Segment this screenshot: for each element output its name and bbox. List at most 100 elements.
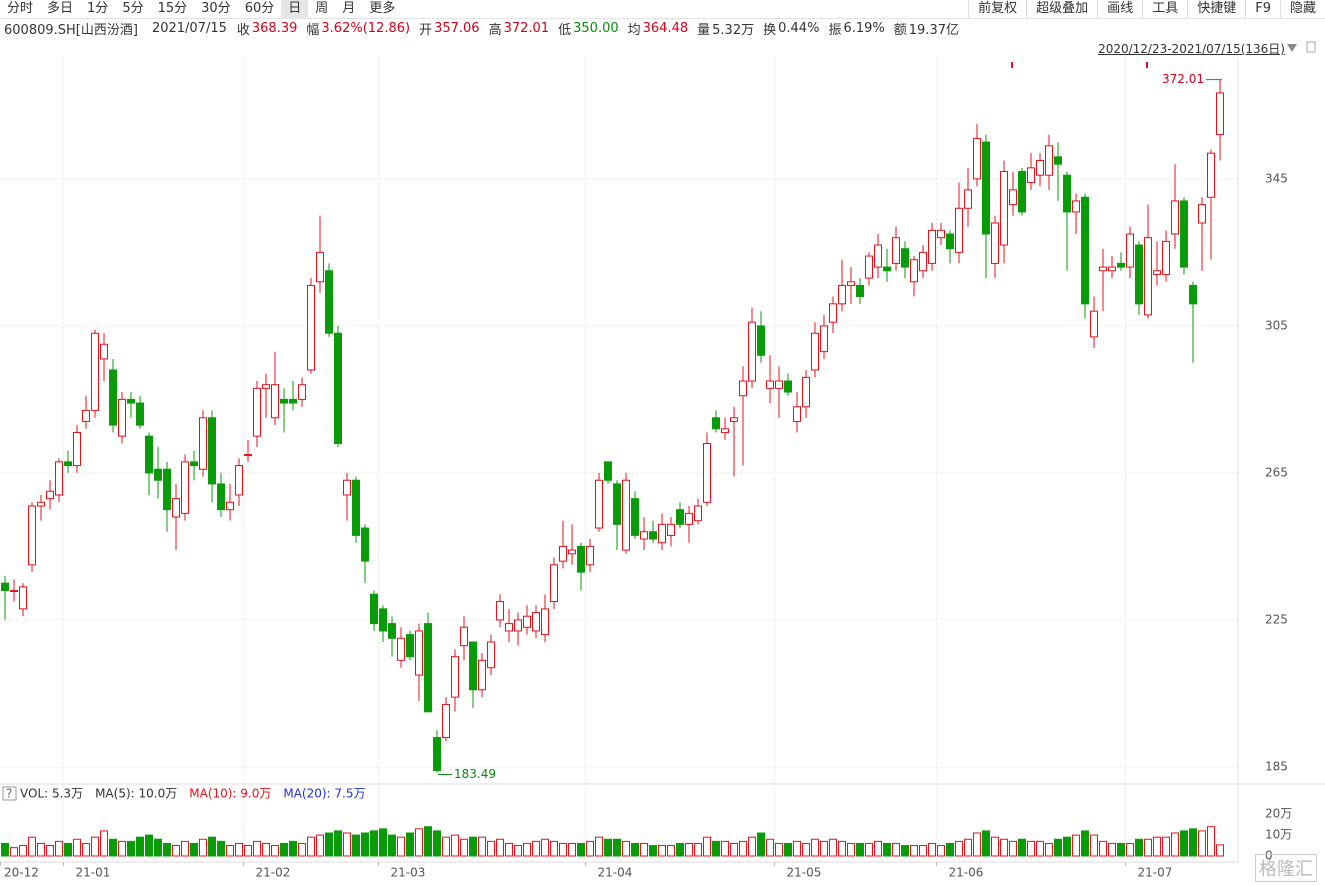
candle-body xyxy=(703,443,711,503)
candle-body xyxy=(1216,92,1224,136)
event-marker xyxy=(1146,62,1148,68)
volume-bar xyxy=(307,836,315,857)
volume-bar xyxy=(460,838,468,857)
field-label: 额 xyxy=(893,22,907,38)
volume-bar xyxy=(478,836,486,857)
candle-body xyxy=(937,229,945,239)
period-tab[interactable]: 更多 xyxy=(369,1,396,16)
candle-body xyxy=(217,483,225,511)
period-tab[interactable]: 日 xyxy=(281,0,309,18)
candle-body xyxy=(172,498,180,518)
candle-body xyxy=(955,207,963,253)
candle-body xyxy=(973,137,981,180)
volume-bar xyxy=(1216,844,1224,857)
period-tab[interactable]: 周 xyxy=(315,1,329,16)
period-tab[interactable]: 5分 xyxy=(122,1,144,16)
candle-body xyxy=(334,332,342,445)
volume-bar xyxy=(577,842,585,857)
volume-bar xyxy=(28,836,36,857)
candle-body xyxy=(478,659,486,691)
field-value: 350.00 xyxy=(573,20,619,36)
period-tab[interactable]: 30分 xyxy=(201,1,231,16)
candle-body xyxy=(631,498,639,536)
volume-bar xyxy=(910,845,918,857)
volume-bar xyxy=(136,836,144,857)
volume-bar xyxy=(937,845,945,857)
volume-bar xyxy=(244,845,252,857)
period-tab[interactable]: 15分 xyxy=(157,1,188,16)
field-label: 幅 xyxy=(306,22,320,38)
volume-bar xyxy=(676,842,684,857)
volume-bar xyxy=(442,836,450,857)
quote-bar: 600809.SH[山西汾酒] 2021/07/15 收 368.39 幅 3.62%(1… xyxy=(4,19,968,38)
volume-bar xyxy=(766,838,774,857)
period-tab[interactable]: 月 xyxy=(342,1,356,16)
tool-button[interactable]: F9 xyxy=(1245,0,1280,18)
volume-bar xyxy=(253,840,261,857)
volume-bar xyxy=(955,840,963,857)
x-tick-label: 20-12 xyxy=(4,866,39,880)
x-tick-label: 21-04 xyxy=(598,866,633,880)
volume-bar xyxy=(361,832,369,857)
tool-button[interactable]: 隐藏 xyxy=(1279,0,1325,18)
settings-icon[interactable] xyxy=(1306,41,1316,53)
candle-body xyxy=(424,623,432,713)
volume-bar xyxy=(991,836,999,857)
volume-bar xyxy=(1198,830,1206,857)
volume-bar xyxy=(550,840,558,857)
help-icon[interactable] xyxy=(2,786,17,801)
candle-body xyxy=(442,703,450,739)
candle-body xyxy=(1,582,9,592)
volume-bar xyxy=(10,847,18,857)
candle-body xyxy=(82,409,90,422)
volume-bar xyxy=(1117,842,1125,857)
candle-body xyxy=(1207,152,1215,198)
candle-body xyxy=(901,248,909,268)
period-tab[interactable]: 多日 xyxy=(47,1,74,16)
volume-bar xyxy=(586,840,594,857)
tool-button[interactable]: 快捷键 xyxy=(1187,0,1245,18)
candle-body xyxy=(640,531,648,540)
volume-bar xyxy=(973,832,981,857)
volume-bar xyxy=(1090,834,1098,857)
period-tab[interactable]: 60分 xyxy=(244,1,275,16)
range-dropdown[interactable] xyxy=(1287,44,1297,52)
tool-button[interactable]: 超级叠加 xyxy=(1026,0,1097,18)
volume-bar xyxy=(1189,828,1197,857)
volume-bar xyxy=(1009,840,1017,857)
volume-bar xyxy=(622,840,630,857)
tool-button[interactable]: 画线 xyxy=(1097,0,1142,18)
date-range[interactable]: 2020/12/23-2021/07/15(136日) xyxy=(1098,42,1285,56)
volume-bar xyxy=(154,838,162,857)
candle-body xyxy=(649,531,657,540)
volume-bar xyxy=(1144,838,1152,857)
candle-body xyxy=(118,398,126,437)
candle-body xyxy=(1153,270,1161,275)
tool-button[interactable]: 工具 xyxy=(1142,0,1187,18)
candle-body xyxy=(1171,200,1179,235)
volume-bar xyxy=(406,832,414,857)
volume-bar xyxy=(748,836,756,857)
volume-bar xyxy=(568,842,576,857)
candle-body xyxy=(847,281,855,286)
candle-body xyxy=(10,590,18,593)
volume-legend: MA(10): 9.0万 xyxy=(189,787,271,801)
tool-button[interactable]: 前复权 xyxy=(968,0,1026,18)
candle-body xyxy=(514,619,522,632)
candle-body xyxy=(397,637,405,661)
y-tick-label: 225 xyxy=(1265,612,1288,626)
field-value: 372.01 xyxy=(503,20,550,36)
volume-bar xyxy=(820,840,828,857)
volume-bar xyxy=(217,840,225,857)
candle-body xyxy=(226,501,234,511)
period-tab[interactable]: 1分 xyxy=(87,1,109,16)
period-tab[interactable]: 分时 xyxy=(7,1,34,16)
volume-bar xyxy=(298,842,306,857)
candle-body xyxy=(856,284,864,297)
candle-body xyxy=(838,284,846,305)
volume-bar xyxy=(757,832,765,857)
volume-bar xyxy=(1162,836,1170,857)
candle-body xyxy=(595,479,603,529)
